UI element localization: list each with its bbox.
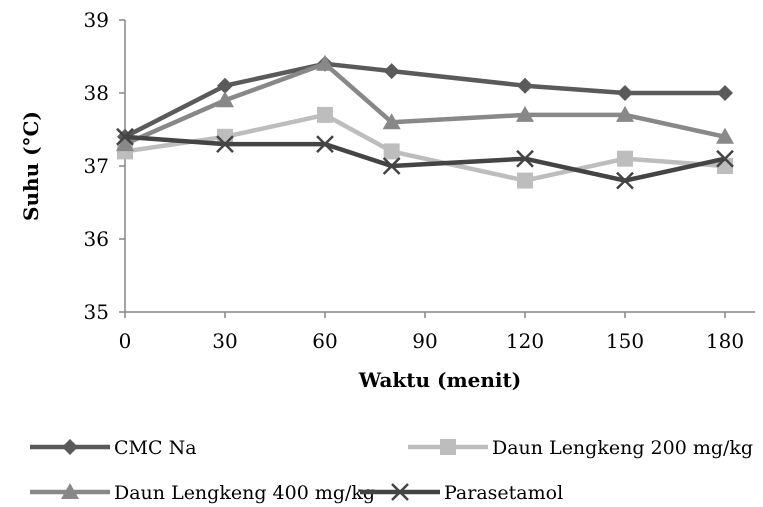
legend-item: Daun Lengkeng 400 mg/kg xyxy=(30,482,375,504)
x-axis-title: Waktu (menit) xyxy=(358,368,521,392)
data-point xyxy=(617,150,633,167)
data-point xyxy=(216,135,234,153)
plot-area: 35 36 37 38 39 0 30 60 90 120 150 180 xyxy=(84,8,755,353)
legend-marker xyxy=(391,483,409,501)
legend-label: Parasetamol xyxy=(444,482,563,504)
legend-marker xyxy=(61,483,79,499)
y-tick-label: 39 xyxy=(84,8,109,32)
legend-item: Parasetamol xyxy=(360,482,563,504)
data-point xyxy=(316,135,334,153)
series-3 xyxy=(116,54,734,152)
data-point xyxy=(516,149,534,168)
data-point xyxy=(382,113,401,130)
data-point xyxy=(316,54,334,71)
series-line xyxy=(124,112,726,183)
y-ticks: 35 36 37 38 39 xyxy=(84,8,125,324)
data-point xyxy=(617,85,633,101)
data-point xyxy=(716,127,734,144)
y-tick-label: 36 xyxy=(84,227,109,251)
y-axis-title: Suhu (°C) xyxy=(19,111,43,221)
data-point xyxy=(717,85,733,101)
data-point xyxy=(517,172,533,189)
data-point xyxy=(116,135,134,152)
y-tick-label: 35 xyxy=(84,300,109,324)
x-tick-label: 30 xyxy=(212,329,237,353)
legend-item: Daun Lengkeng 200 mg/kg xyxy=(408,437,753,459)
legend-label: Daun Lengkeng 200 mg/kg xyxy=(492,437,753,459)
data-point xyxy=(716,149,734,168)
x-tick-label: 120 xyxy=(506,329,544,353)
x-tick-label: 0 xyxy=(119,329,132,353)
data-point xyxy=(317,106,333,123)
legend-label: CMC Na xyxy=(114,437,197,459)
data-point xyxy=(116,127,134,146)
data-point xyxy=(382,157,401,175)
series-line xyxy=(123,61,725,139)
series-1 xyxy=(117,55,733,145)
legend-item: CMC Na xyxy=(30,437,197,459)
y-tick-label: 37 xyxy=(84,154,109,178)
data-point xyxy=(616,171,634,190)
x-ticks: 0 30 60 90 120 150 180 xyxy=(119,312,744,353)
data-point xyxy=(383,143,400,160)
series-layer xyxy=(116,54,734,190)
data-point xyxy=(616,105,634,122)
data-point xyxy=(517,77,533,94)
data-point xyxy=(516,105,534,122)
x-tick-label: 60 xyxy=(312,329,337,353)
data-point xyxy=(383,63,400,80)
data-point xyxy=(217,77,233,94)
data-point xyxy=(216,91,234,108)
x-tick-label: 150 xyxy=(606,329,644,353)
legend-marker xyxy=(440,439,456,455)
legend-label: Daun Lengkeng 400 mg/kg xyxy=(114,482,375,504)
x-tick-label: 180 xyxy=(706,329,744,353)
legend: CMC Na Daun Lengkeng 200 mg/kg Daun Lengke… xyxy=(30,437,753,504)
x-tick-label: 90 xyxy=(412,329,437,353)
y-tick-label: 38 xyxy=(84,81,109,105)
series-4 xyxy=(116,127,734,190)
legend-marker xyxy=(62,439,78,455)
